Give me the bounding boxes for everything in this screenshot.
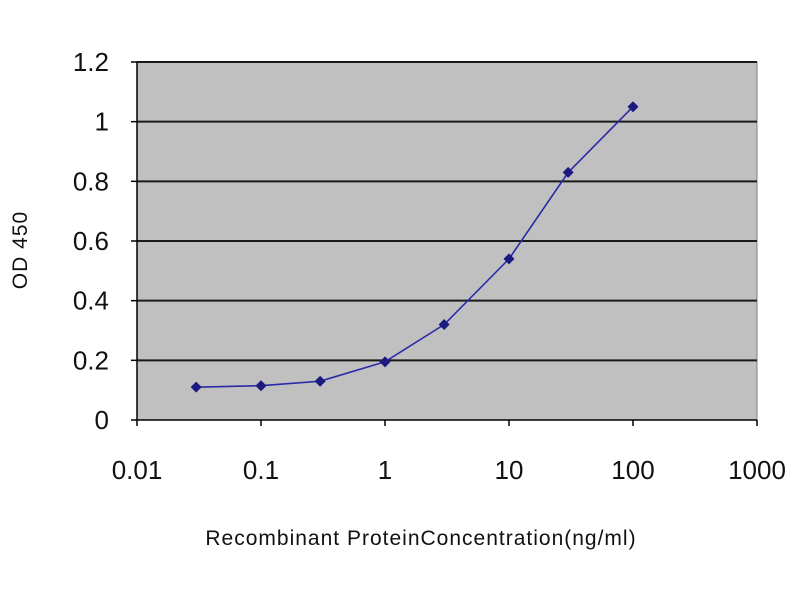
- data-point-marker: [503, 253, 515, 265]
- x-axis-title: Recombinant ProteinConcentration(ng/ml): [205, 527, 636, 550]
- y-tick-label: 0: [95, 405, 109, 435]
- y-tick-label: 0.6: [73, 226, 109, 256]
- data-point-marker: [438, 319, 450, 331]
- series-line: [196, 106, 634, 388]
- data-point-marker: [562, 166, 574, 178]
- x-tick-label: 1000: [728, 455, 786, 485]
- data-markers: [190, 101, 639, 393]
- x-tick-label: 1: [378, 455, 392, 485]
- y-axis: [131, 61, 138, 421]
- y-tick-label: 1: [95, 107, 109, 137]
- data-point-marker: [255, 380, 267, 392]
- x-axis: [136, 419, 758, 426]
- x-tick-label: 100: [611, 455, 654, 485]
- y-axis-title: OD 450: [9, 211, 32, 289]
- data-point-marker: [190, 381, 202, 393]
- data-point-marker: [314, 375, 326, 387]
- y-tick-labels: 0 0.2 0.4 0.6 0.8 1 1.2: [73, 47, 109, 435]
- y-tick-label: 0.4: [73, 286, 109, 316]
- y-tick-label: 1.2: [73, 47, 109, 77]
- x-tick-label: 0.01: [112, 455, 163, 485]
- x-tick-label: 0.1: [243, 455, 279, 485]
- y-tick-label: 0.2: [73, 345, 109, 375]
- data-point-marker: [379, 356, 391, 368]
- y-tick-label: 0.8: [73, 166, 109, 196]
- x-tick-label: 10: [495, 455, 524, 485]
- x-tick-labels: 0.01 0.1 1 10 100 1000: [112, 455, 786, 485]
- gridlines: [137, 61, 757, 362]
- data-point-marker: [627, 101, 639, 113]
